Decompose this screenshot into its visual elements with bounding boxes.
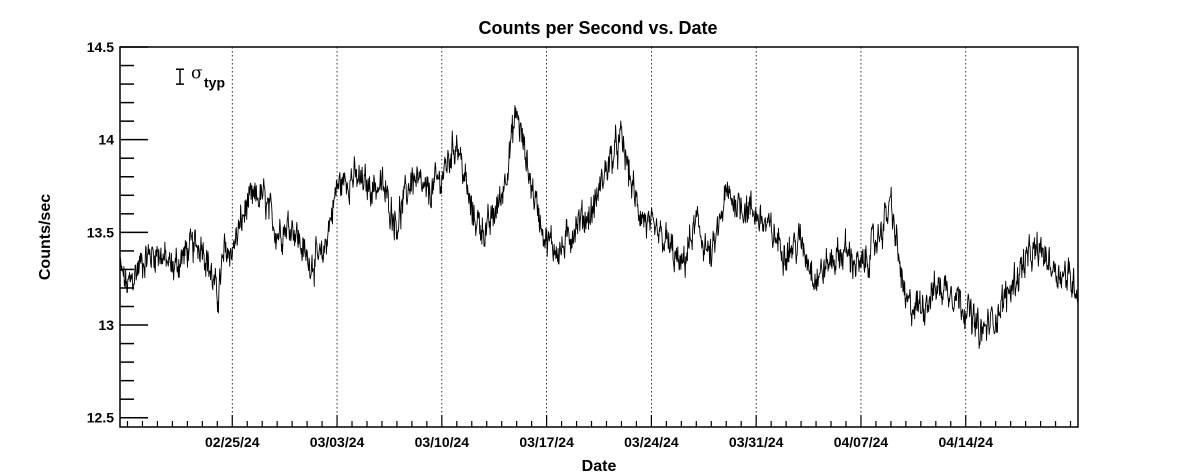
y-tick-label: 13 — [98, 317, 114, 333]
x-tick-label: 03/17/24 — [519, 434, 574, 450]
chart-title: Counts per Second vs. Date — [478, 18, 717, 38]
y-axis-label: Counts/sec — [37, 194, 54, 280]
x-tick-label: 04/07/24 — [834, 434, 889, 450]
x-tick-label: 03/10/24 — [415, 434, 470, 450]
x-tick-label: 03/24/24 — [624, 434, 679, 450]
plot-frame — [119, 46, 1079, 428]
x-axis-label: Date — [582, 458, 617, 475]
legend-subscript: typ — [204, 75, 225, 91]
legend: σ typ — [176, 64, 225, 91]
x-axis: 02/25/24 03/03/24 03/10/24 03/17/24 03/24/24… — [126, 415, 1072, 450]
y-tick-label: 12.5 — [87, 410, 114, 426]
y-tick-label: 14 — [98, 132, 114, 148]
y-axis: 12.5 13 13.5 14 14.5 — [87, 39, 148, 426]
legend-symbol: σ — [191, 64, 203, 84]
series-line — [119, 105, 1079, 349]
x-grid — [231, 47, 967, 427]
x-tick-label: 03/03/24 — [310, 434, 365, 450]
y-tick-label: 14.5 — [87, 39, 114, 55]
legend-error-bar — [176, 68, 184, 85]
x-tick-label: 02/25/24 — [205, 434, 260, 450]
series-layer — [119, 105, 1079, 349]
x-tick-label: 03/31/24 — [729, 434, 784, 450]
x-tick-label: 04/14/24 — [938, 434, 993, 450]
y-tick-label: 13.5 — [87, 224, 114, 240]
